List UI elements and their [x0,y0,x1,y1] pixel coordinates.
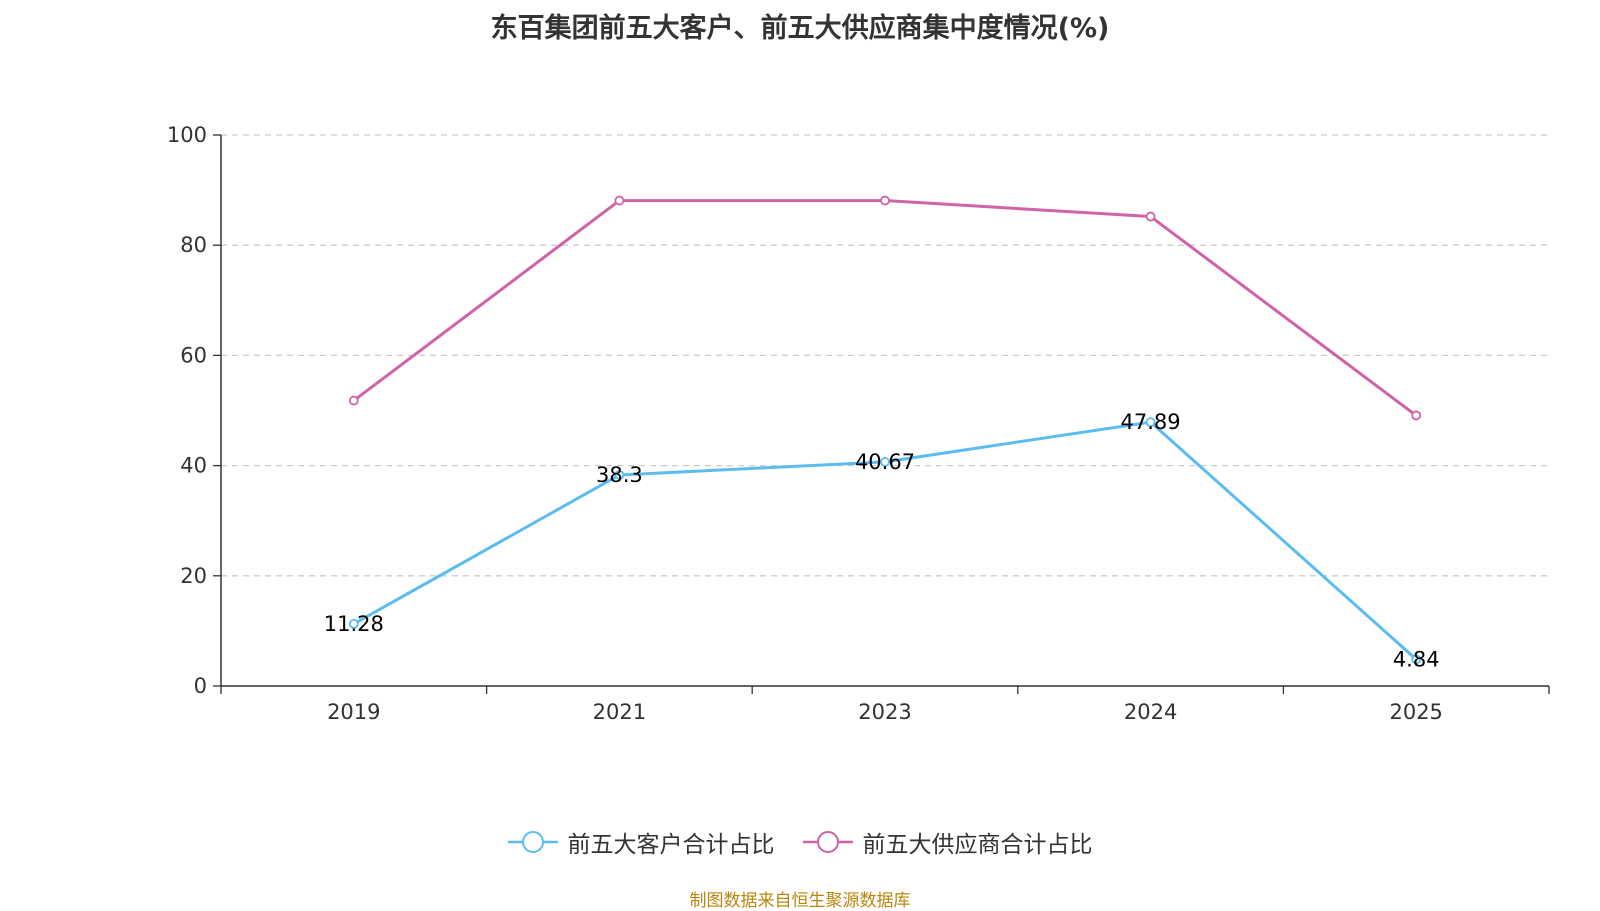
series-0-point-2024 [1145,417,1156,428]
data-label-0-2024: 47.89 [1121,410,1181,434]
x-tick-label-2025: 2025 [1389,700,1442,724]
legend-line-circle-icon [802,831,853,853]
series-layer [348,195,1422,665]
data-label-0-2019: 11.28 [324,612,384,636]
y-tick-label-100: 100 [167,123,207,147]
y-tick-label-0: 0 [194,674,207,698]
series-0-point-2023 [880,457,890,467]
chart-title: 东百集团前五大客户、前五大供应商集中度情况(%) [490,13,1110,44]
data-label-0-2021: 38.3 [596,463,643,487]
legend-label-customers: 前五大客户合计占比 [567,832,775,858]
axis-layer: 0 20 40 60 80 100 2019 2021 2023 2024 2025 [167,123,1550,724]
legend-item-suppliers[interactable]: 前五大供应商合计占比 [802,825,1093,859]
series-1-point-2021 [614,195,625,206]
series-1-point-2019 [348,395,359,406]
source-note: 制图数据来自恒生聚源数据库 [689,891,911,911]
x-tick-label-2023: 2023 [858,700,911,724]
x-tick-label-2019: 2019 [327,700,380,724]
series-0-point-2019 [348,618,359,629]
y-tick-label-60: 60 [180,343,207,367]
legend-line-circle-icon [507,831,558,853]
legend: 前五大客户合计占比 前五大供应商合计占比 [0,825,1600,859]
data-label-0-2025: 4.84 [1393,647,1440,671]
series-1-point-2025 [1411,410,1422,421]
y-tick-label-20: 20 [180,564,207,588]
x-tick-label-2024: 2024 [1124,700,1177,724]
y-tick-label-80: 80 [180,233,207,257]
series-1-point-2024 [1145,211,1156,222]
series-0-point-2025 [1411,654,1422,665]
data-label-0-2023: 40.67 [855,450,915,474]
series-line-1 [352,199,1418,417]
series-0-point-2021 [614,470,625,480]
label-layer: 11.28 38.3 40.67 47.89 4.84 [324,410,1440,671]
series-1-point-2023 [880,195,890,206]
x-tick-label-2021: 2021 [593,700,646,724]
legend-item-customers[interactable]: 前五大客户合计占比 [507,825,775,859]
y-tick-label-40: 40 [180,454,207,478]
legend-label-suppliers: 前五大供应商合计占比 [862,832,1093,858]
